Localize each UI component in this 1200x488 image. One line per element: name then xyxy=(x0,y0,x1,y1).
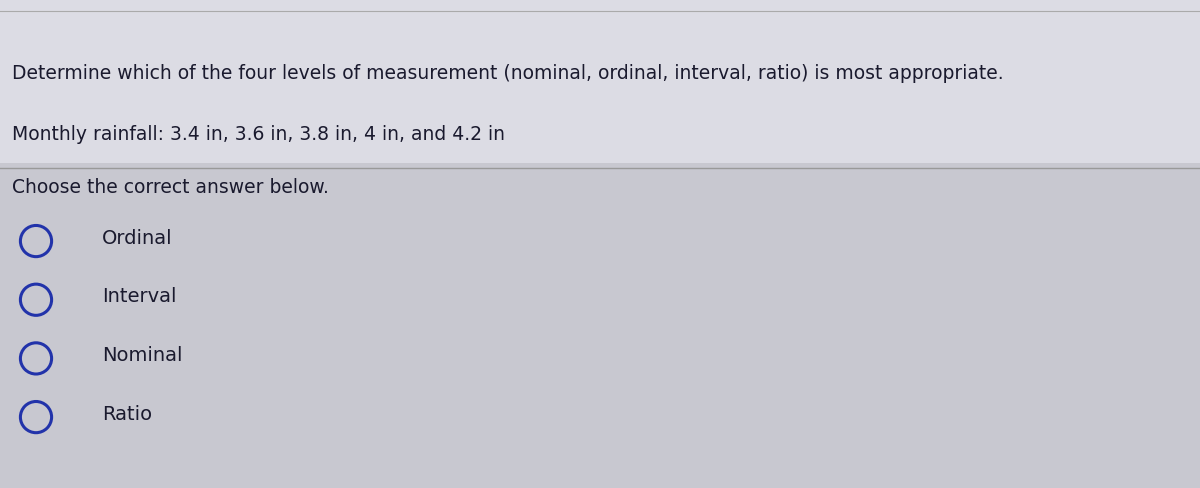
Text: Ordinal: Ordinal xyxy=(102,228,173,247)
Text: Choose the correct answer below.: Choose the correct answer below. xyxy=(12,178,329,197)
Text: Determine which of the four levels of measurement (nominal, ordinal, interval, r: Determine which of the four levels of me… xyxy=(12,63,1003,82)
Text: Ratio: Ratio xyxy=(102,404,152,423)
Text: Monthly rainfall: 3.4 in, 3.6 in, 3.8 in, 4 in, and 4.2 in: Monthly rainfall: 3.4 in, 3.6 in, 3.8 in… xyxy=(12,124,505,143)
Text: Nominal: Nominal xyxy=(102,346,182,364)
Text: Interval: Interval xyxy=(102,287,176,305)
